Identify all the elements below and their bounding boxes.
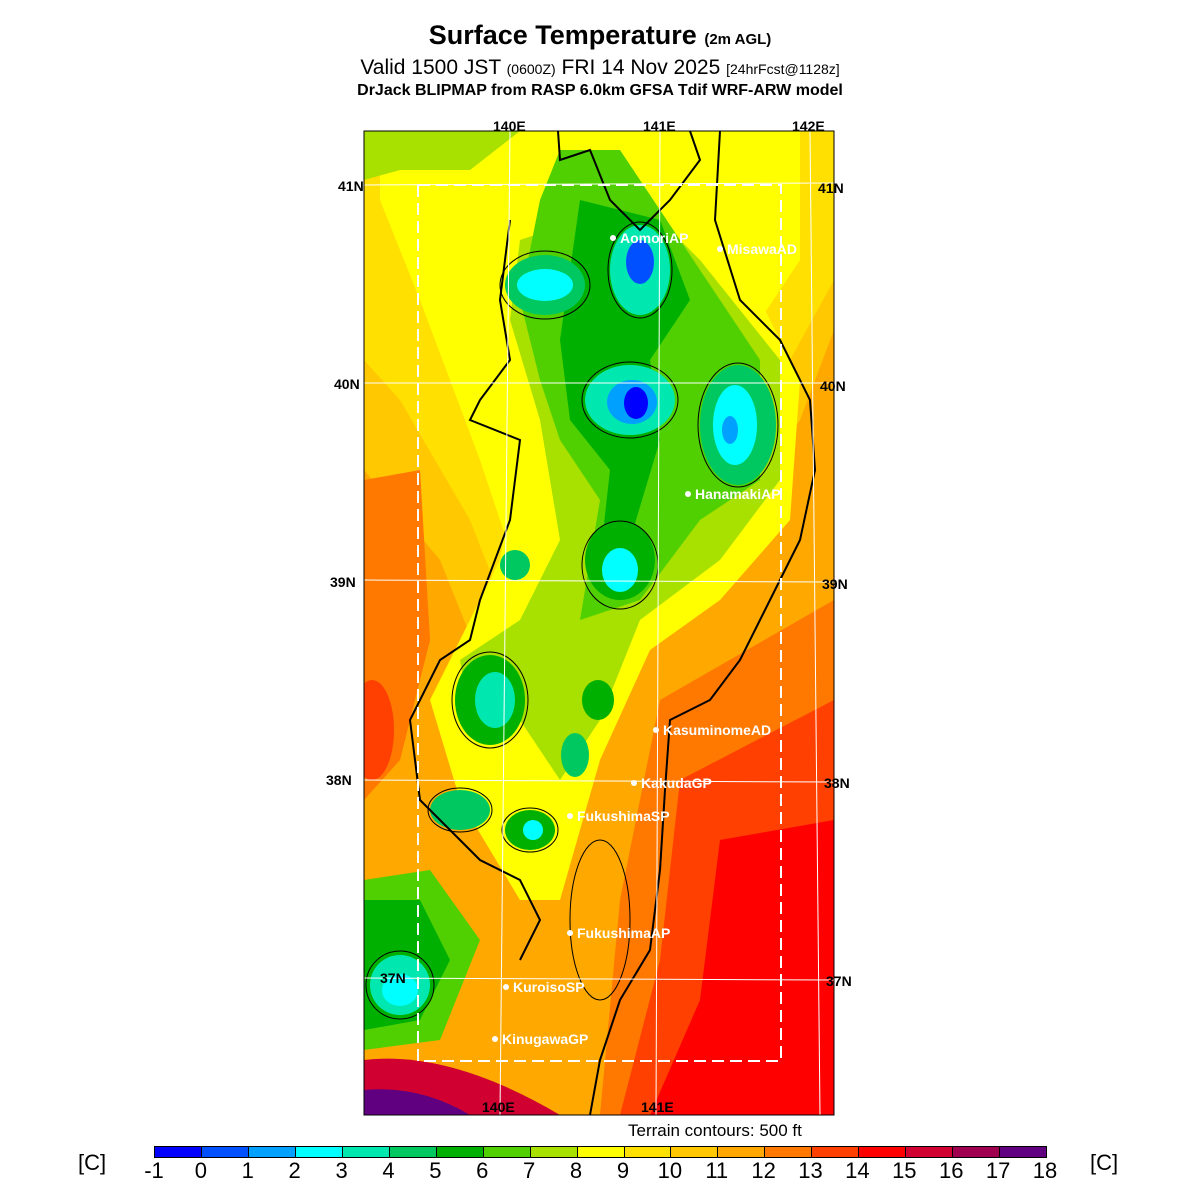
colorbar-tick-label: 10 bbox=[657, 1158, 683, 1183]
lon-label: 141E bbox=[641, 1099, 674, 1115]
station-label: FukushimaAP bbox=[577, 925, 671, 941]
station-dot-icon bbox=[492, 1036, 498, 1042]
station-marker: MisawaAD bbox=[717, 241, 797, 257]
colorbar-segment bbox=[389, 1147, 437, 1157]
lat-label: 40N bbox=[820, 378, 846, 394]
station-marker: AomoriAP bbox=[610, 230, 688, 246]
station-marker: KuroisoSP bbox=[503, 979, 585, 995]
colorbar-segment bbox=[295, 1147, 343, 1157]
colorbar-tick-label: -1 bbox=[144, 1158, 164, 1183]
colorbar-tick-label: 2 bbox=[288, 1158, 301, 1183]
map-title: Surface Temperature (2m AGL) bbox=[0, 20, 1200, 51]
colorbar-segment bbox=[155, 1147, 202, 1157]
unit-left: [C] bbox=[78, 1150, 107, 1175]
valid-utc: (0600Z) bbox=[506, 61, 556, 77]
station-label: KakudaGP bbox=[641, 775, 712, 791]
lat-label: 38N bbox=[326, 772, 352, 788]
colorbar-segment bbox=[577, 1147, 625, 1157]
station-label: KuroisoSP bbox=[513, 979, 585, 995]
colorbar-segment bbox=[718, 1147, 766, 1157]
station-marker: KakudaGP bbox=[631, 775, 712, 791]
lat-label: 39N bbox=[330, 574, 356, 590]
colorbar-tick-label: 6 bbox=[476, 1158, 489, 1183]
colorbar-tick-label: 17 bbox=[985, 1158, 1011, 1183]
station-dot-icon bbox=[610, 235, 616, 241]
colorbar-segment bbox=[906, 1147, 954, 1157]
inner-domain-box bbox=[417, 184, 782, 1062]
lat-label: 39N bbox=[822, 576, 848, 592]
lat-label: 40N bbox=[334, 376, 360, 392]
station-label: HanamakiAP bbox=[695, 486, 781, 502]
colorbar-tick-label: 8 bbox=[569, 1158, 583, 1183]
terrain-note: Terrain contours: 500 ft bbox=[628, 1121, 802, 1140]
station-marker: FukushimaAP bbox=[567, 925, 670, 941]
colorbar-tick-label: 18 bbox=[1032, 1158, 1058, 1183]
lat-label: 41N bbox=[338, 178, 364, 194]
colorbar-segment bbox=[812, 1147, 860, 1157]
title-main: Surface Temperature bbox=[428, 20, 697, 50]
station-label: KasuminomeAD bbox=[663, 722, 772, 738]
lat-label: 38N bbox=[824, 775, 850, 791]
station-marker: KasuminomeAD bbox=[653, 722, 771, 738]
colorbar-tick-label: 15 bbox=[892, 1158, 917, 1183]
station-dot-icon bbox=[567, 930, 573, 936]
station-dot-icon bbox=[503, 984, 509, 990]
station-dot-icon bbox=[717, 246, 723, 252]
station-dot-icon bbox=[653, 727, 659, 733]
model-info: DrJack BLIPMAP from RASP 6.0km GFSA Tdif… bbox=[357, 82, 843, 99]
colorbar-ticks: -1 0 1 2 3 4 5 6 7 8 9 10 11 12 13 14 15 16 17 18 bbox=[144, 1158, 1057, 1184]
colorbar-tick-label: 0 bbox=[194, 1158, 208, 1183]
colorbar-segment bbox=[436, 1147, 484, 1157]
station-dot-icon bbox=[631, 780, 637, 786]
colorbar-tick-label: 1 bbox=[241, 1158, 254, 1183]
colorbar-tick-label: 4 bbox=[382, 1158, 395, 1183]
colorbar-segment bbox=[483, 1147, 531, 1157]
station-label: AomoriAP bbox=[620, 230, 689, 246]
colorbar-segment bbox=[1000, 1147, 1047, 1157]
unit-right: [C] bbox=[1090, 1150, 1119, 1175]
valid-date: FRI 14 Nov 2025 bbox=[561, 56, 721, 79]
map-frame bbox=[363, 130, 835, 1116]
title-suffix: (2m AGL) bbox=[704, 31, 772, 48]
lat-label: 37N bbox=[826, 973, 852, 989]
colorbar-tick-label: 9 bbox=[616, 1158, 630, 1183]
station-label: MisawaAD bbox=[727, 241, 798, 257]
station-label: KinugawaGP bbox=[502, 1031, 589, 1047]
valid-prefix: Valid 1500 JST bbox=[360, 56, 501, 79]
colorbar-segment bbox=[765, 1147, 813, 1157]
colorbar-tick-label: 16 bbox=[938, 1158, 964, 1183]
colorbar-segment bbox=[953, 1147, 1001, 1157]
station-label: FukushimaSP bbox=[577, 808, 670, 824]
colorbar-tick-label: 13 bbox=[798, 1158, 823, 1183]
colorbar-tick-label: 3 bbox=[335, 1158, 348, 1183]
colorbar-tick-label: 5 bbox=[429, 1158, 442, 1183]
lon-label: 140E bbox=[482, 1099, 515, 1115]
colorbar-segment bbox=[342, 1147, 390, 1157]
colorbar-segment bbox=[671, 1147, 719, 1157]
colorbar-tick-label: 14 bbox=[845, 1158, 870, 1183]
colorbar bbox=[154, 1146, 1047, 1158]
colorbar-tick-label: 12 bbox=[751, 1158, 776, 1183]
colorbar-segment bbox=[624, 1147, 672, 1157]
station-dot-icon bbox=[685, 491, 691, 497]
station-marker: HanamakiAP bbox=[685, 486, 781, 502]
lon-label: 140E bbox=[493, 118, 526, 134]
lat-label: 37N bbox=[380, 970, 406, 986]
colorbar-segment bbox=[530, 1147, 578, 1157]
lon-label: 142E bbox=[792, 118, 825, 134]
station-dot-icon bbox=[567, 813, 573, 819]
colorbar-tick-label: 7 bbox=[523, 1158, 536, 1183]
forecast-info: [24hrFcst@1128z] bbox=[726, 61, 840, 77]
colorbar-segment bbox=[859, 1147, 907, 1157]
colorbar-segment bbox=[248, 1147, 296, 1157]
station-marker: FukushimaSP bbox=[567, 808, 670, 824]
station-marker: KinugawaGP bbox=[492, 1031, 588, 1047]
valid-time: Valid 1500 JST (0600Z) FRI 14 Nov 2025 [… bbox=[0, 56, 1200, 80]
lon-label: 141E bbox=[643, 118, 676, 134]
colorbar-tick-label: 11 bbox=[705, 1158, 729, 1183]
lat-label: 41N bbox=[818, 180, 844, 196]
colorbar-segment bbox=[201, 1147, 249, 1157]
